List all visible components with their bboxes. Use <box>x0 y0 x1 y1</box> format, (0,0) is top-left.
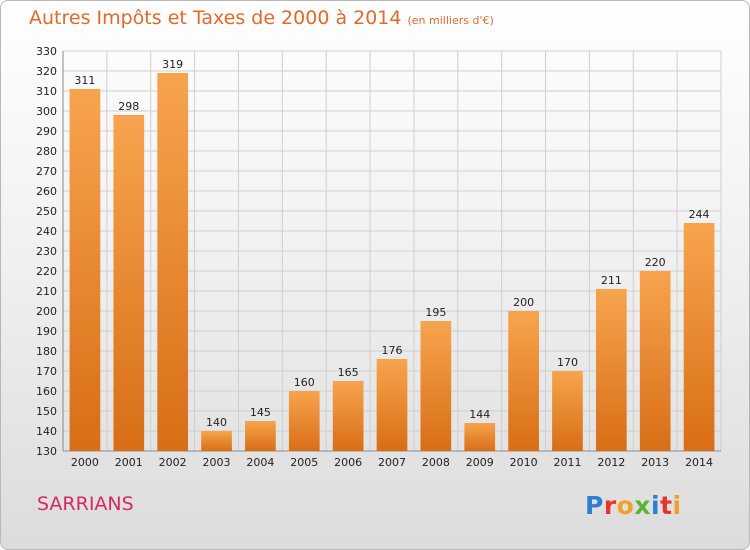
data-label: 211 <box>601 274 622 287</box>
bar-2003 <box>201 431 232 451</box>
data-label: 319 <box>162 58 183 71</box>
logo-letter: P <box>585 491 604 520</box>
bar-2000 <box>69 89 101 451</box>
bar-2012 <box>595 289 627 451</box>
data-label: 165 <box>338 366 359 379</box>
x-tick-label: 2004 <box>246 456 274 469</box>
y-tick-label: 220 <box>36 265 57 278</box>
y-tick-label: 270 <box>36 165 57 178</box>
bar-layer <box>69 73 715 451</box>
logo-letter: i <box>672 491 682 520</box>
data-label: 244 <box>689 208 710 221</box>
data-label: 145 <box>250 406 271 419</box>
data-label: 195 <box>425 306 446 319</box>
y-tick-label: 260 <box>36 185 57 198</box>
y-tick-label: 230 <box>36 245 57 258</box>
data-label: 144 <box>469 408 490 421</box>
x-tick-label: 2008 <box>422 456 450 469</box>
logo-letter: r <box>603 491 617 520</box>
bar-2014 <box>683 223 715 451</box>
label-layer: 311 298 319 140 145 160 165 176 195 144 200 170 211 2… <box>74 58 709 429</box>
y-tick-label: 240 <box>36 225 57 238</box>
x-tick-label: 2009 <box>466 456 494 469</box>
y-tick-label: 330 <box>36 45 57 58</box>
bar-2004 <box>245 421 276 451</box>
y-tick-label: 140 <box>36 425 57 438</box>
bar-2009 <box>464 423 496 451</box>
bar-2008 <box>420 321 452 451</box>
y-tick-label: 310 <box>36 85 57 98</box>
x-tick-label: 2000 <box>71 456 99 469</box>
x-tick-label: 2010 <box>510 456 538 469</box>
data-label: 170 <box>557 356 578 369</box>
x-tick-label: 2005 <box>290 456 318 469</box>
data-label: 220 <box>645 256 666 269</box>
y-tick-label: 250 <box>36 205 57 218</box>
chart-title-text: Autres Impôts et Taxes de 2000 à 2014 <box>29 7 402 29</box>
x-tick-label: 2002 <box>159 456 187 469</box>
y-tick-label: 170 <box>36 365 57 378</box>
x-tick-label: 2006 <box>334 456 362 469</box>
bar-2006 <box>332 381 364 451</box>
x-tick-label: 2012 <box>597 456 625 469</box>
proxiti-logo[interactable]: Proxiti <box>585 491 682 520</box>
y-tick-label: 190 <box>36 325 57 338</box>
data-label: 200 <box>513 296 534 309</box>
x-tick-label: 2011 <box>553 456 581 469</box>
x-tick-label: 2013 <box>641 456 669 469</box>
y-tick-label: 280 <box>36 145 57 158</box>
y-tick-label: 130 <box>36 445 57 458</box>
y-tick-label: 320 <box>36 65 57 78</box>
chart-title: Autres Impôts et Taxes de 2000 à 2014 (en… <box>29 7 494 29</box>
data-label: 140 <box>206 416 227 429</box>
y-tick-label: 290 <box>36 125 57 138</box>
bar-2001 <box>113 115 145 451</box>
logo-letter: o <box>616 491 635 520</box>
logo-letter: i <box>651 491 661 520</box>
y-tick-label: 150 <box>36 405 57 418</box>
bar-2007 <box>376 359 408 451</box>
data-label: 160 <box>294 376 315 389</box>
bar-2010 <box>508 311 539 451</box>
commune-name: SARRIANS <box>37 493 134 515</box>
logo-letter: t <box>660 491 673 520</box>
data-label: 311 <box>74 74 95 87</box>
y-tick-label: 200 <box>36 305 57 318</box>
y-tick-label: 300 <box>36 105 57 118</box>
bar-2011 <box>552 371 583 451</box>
bar-2005 <box>288 391 320 451</box>
y-tick-label: 210 <box>36 285 57 298</box>
y-tick-label: 160 <box>36 385 57 398</box>
logo-letter: x <box>634 491 651 520</box>
data-label: 298 <box>118 100 139 113</box>
y-tick-label: 180 <box>36 345 57 358</box>
bar-2002 <box>157 73 189 451</box>
x-tick-label: 2007 <box>378 456 406 469</box>
x-tick-label: 2001 <box>115 456 143 469</box>
x-tick-label: 2014 <box>685 456 713 469</box>
chart-unit: (en milliers d'€) <box>407 14 494 27</box>
x-tick-label: 2003 <box>203 456 231 469</box>
data-label: 176 <box>382 344 403 357</box>
axis-layer: 130 140 150 160 170 180 190 200 210 220 230 240 250 2… <box>36 45 721 469</box>
bar-2013 <box>639 271 671 451</box>
